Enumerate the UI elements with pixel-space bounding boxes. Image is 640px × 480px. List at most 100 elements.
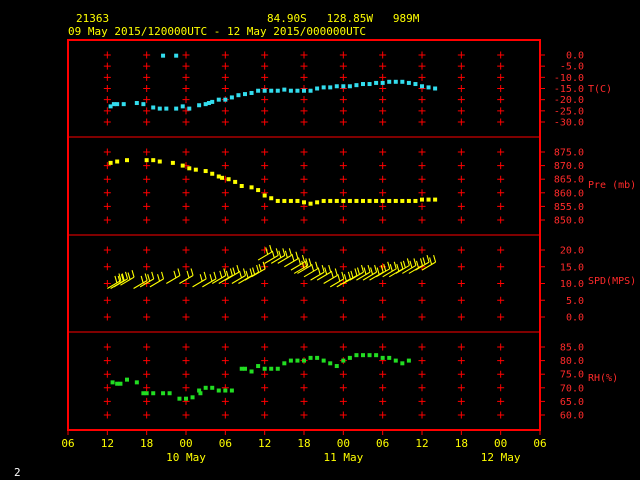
corner-label: 2	[14, 466, 21, 479]
data-point	[288, 198, 293, 203]
wind-barb	[107, 273, 122, 289]
grid-cross	[457, 370, 465, 378]
data-point	[249, 90, 254, 95]
data-point	[197, 103, 202, 108]
grid-cross	[300, 51, 308, 59]
grid-cross	[261, 313, 269, 321]
grid-cross	[182, 148, 190, 156]
grid-cross	[143, 189, 151, 197]
data-point	[229, 388, 234, 393]
x-tick-label: 12	[101, 437, 114, 450]
data-point	[262, 88, 267, 93]
grid-cross	[103, 175, 111, 183]
data-point	[420, 197, 424, 202]
data-point	[223, 388, 228, 393]
data-point	[295, 88, 300, 93]
grid-cross	[339, 384, 347, 392]
data-point	[420, 84, 424, 89]
grid-cross	[221, 189, 229, 197]
grid-cross	[182, 384, 190, 392]
grid-cross	[143, 384, 151, 392]
grid-cross	[143, 107, 151, 115]
data-point	[177, 396, 182, 401]
grid-cross	[221, 357, 229, 365]
data-point	[380, 80, 385, 85]
grid-cross	[182, 175, 190, 183]
grid-cross	[261, 411, 269, 419]
wind-barb	[139, 271, 155, 288]
data-point	[249, 369, 254, 374]
x-tick-label: 12	[415, 437, 428, 450]
x-tick-label: 06	[376, 437, 389, 450]
grid-cross	[182, 313, 190, 321]
grid-cross	[379, 62, 387, 70]
wind-barb	[284, 251, 299, 268]
wind-barb	[270, 248, 286, 264]
grid-cross	[143, 162, 151, 170]
grid-cross	[261, 296, 269, 304]
grid-cross	[497, 175, 505, 183]
grid-cross	[339, 62, 347, 70]
grid-cross	[221, 280, 229, 287]
grid-cross	[339, 216, 347, 224]
data-point	[197, 388, 202, 393]
data-point	[308, 201, 313, 206]
grid-cross	[379, 216, 387, 224]
y-tick-label: 875.0	[554, 148, 584, 159]
data-point	[282, 198, 287, 203]
grid-cross	[457, 280, 465, 287]
data-point	[190, 395, 195, 400]
grid-cross	[221, 296, 229, 304]
grid-cross	[339, 296, 347, 304]
grid-cross	[418, 280, 426, 287]
data-point	[184, 396, 188, 401]
data-point	[302, 88, 306, 93]
grid-cross	[379, 175, 387, 183]
y-tick-label: -15.0	[554, 84, 584, 95]
data-point	[256, 364, 261, 369]
grid-cross	[457, 343, 465, 351]
grid-cross	[143, 411, 151, 419]
data-point	[111, 102, 116, 107]
grid-cross	[182, 343, 190, 351]
wind-barb	[349, 264, 365, 281]
data-point	[115, 159, 120, 164]
grid-cross	[457, 384, 465, 392]
data-point	[321, 198, 326, 203]
data-point	[203, 169, 208, 174]
grid-cross	[497, 397, 505, 405]
grid-cross	[103, 397, 111, 405]
data-point	[216, 97, 221, 102]
wind-barb	[395, 258, 410, 274]
grid-cross	[261, 51, 269, 59]
grid-cross	[182, 357, 190, 365]
grid-cross	[261, 343, 269, 351]
y-tick-label: 870.0	[554, 161, 584, 172]
data-point	[220, 175, 225, 180]
data-point	[393, 198, 398, 203]
data-point	[302, 200, 306, 205]
grid-cross	[143, 357, 151, 365]
grid-cross	[457, 162, 465, 170]
x-tick-label: 00	[494, 437, 507, 450]
grid-cross	[497, 246, 505, 254]
data-point	[334, 364, 339, 369]
grid-cross	[497, 370, 505, 378]
grid-cross	[300, 189, 308, 197]
data-point	[367, 82, 372, 87]
grid-cross	[457, 85, 465, 92]
grid-cross	[300, 107, 308, 115]
grid-cross	[457, 411, 465, 419]
grid-cross	[418, 313, 426, 321]
data-point	[110, 380, 115, 385]
data-point	[141, 391, 146, 396]
x-tick-label: 06	[219, 437, 232, 450]
time-period: 09 May 2015/120000UTC - 12 May 2015/0000…	[68, 25, 366, 38]
grid-cross	[418, 148, 426, 156]
grid-cross	[182, 296, 190, 304]
data-point	[157, 159, 162, 164]
grid-cross	[418, 202, 426, 210]
grid-cross	[497, 62, 505, 70]
data-point	[187, 166, 192, 171]
x-tick-label: 00	[337, 437, 350, 450]
